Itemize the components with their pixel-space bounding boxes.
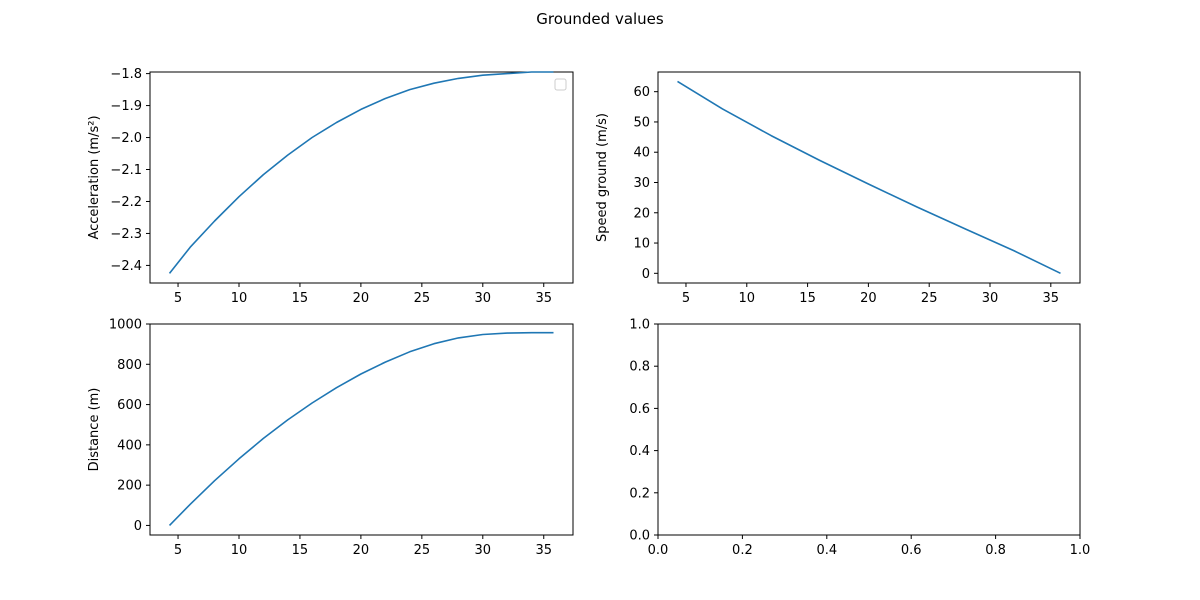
series-line [168, 331, 554, 526]
subplot-distance: 5 10 15 20 25 30 35 0 200 400 600 800 1000 Distance (… [87, 318, 574, 558]
y-tick-label: 10 [633, 237, 650, 252]
x-tick-label: 35 [535, 291, 552, 306]
y-tick-label: 0.2 [629, 486, 650, 501]
y-tick-label: 20 [633, 206, 650, 221]
x-tick-label: 10 [231, 543, 248, 558]
axes-frame [149, 323, 574, 536]
subplot-speed-ground: 5 10 15 20 25 30 35 0 10 20 30 40 50 60 Speed ground (… [595, 71, 1081, 306]
y-tick-label: 0 [134, 519, 142, 534]
y-tick-label: −1.8 [110, 67, 142, 82]
series-line [677, 80, 1061, 275]
y-axis-label: Acceleration (m/s²) [87, 115, 102, 239]
x-tick-label: 10 [231, 291, 248, 306]
x-tick-label: 0.6 [901, 543, 922, 558]
x-tick-label: 25 [921, 291, 938, 306]
x-tick-label: 20 [860, 291, 877, 306]
y-tick-label: 0.6 [629, 402, 650, 417]
x-tick-label: 35 [1043, 291, 1060, 306]
x-tick-label: 25 [414, 543, 431, 558]
y-tick-label: 600 [117, 398, 142, 413]
x-tick-label: 0.0 [648, 543, 669, 558]
y-tick-label: 0.8 [629, 360, 650, 375]
x-tick-label: 0.2 [732, 543, 753, 558]
x-tick-label: 30 [982, 291, 999, 306]
x-tick-label: 5 [174, 543, 182, 558]
x-tick-label: 15 [292, 543, 309, 558]
x-tick-label: 0.8 [985, 543, 1006, 558]
x-tick-label: 5 [682, 291, 690, 306]
subplot-empty: 0.0 0.2 0.4 0.6 0.8 1.0 0.0 0.2 0.4 0.6 0.8 1.0 [629, 318, 1090, 559]
y-tick-label: 400 [117, 438, 142, 453]
y-tick-label: 60 [633, 85, 650, 100]
legend-box [554, 78, 567, 91]
y-tick-label: −2.2 [110, 195, 142, 210]
y-tick-label: −2.3 [110, 227, 142, 242]
y-tick-label: −2.1 [110, 163, 142, 178]
series-line [168, 71, 554, 274]
axes-frame [657, 323, 1081, 536]
y-axis-label: Speed ground (m/s) [595, 113, 610, 242]
y-tick-label: 40 [633, 146, 650, 161]
x-tick-label: 5 [174, 291, 182, 306]
x-tick-label: 20 [353, 543, 370, 558]
x-tick-label: 10 [739, 291, 756, 306]
axes-frame [657, 71, 1081, 284]
y-tick-label: −1.9 [110, 99, 142, 114]
y-axis-label: Distance (m) [87, 388, 102, 472]
y-tick-label: 30 [633, 176, 650, 191]
x-tick-label: 25 [414, 291, 431, 306]
x-tick-label: 30 [475, 543, 492, 558]
y-tick-label: 0.4 [629, 444, 650, 459]
x-tick-label: 35 [535, 543, 552, 558]
x-tick-label: 20 [353, 291, 370, 306]
y-tick-label: 0.0 [629, 529, 650, 544]
y-tick-label: 50 [633, 115, 650, 130]
y-tick-label: 200 [117, 479, 142, 494]
y-tick-label: −2.4 [110, 259, 142, 274]
y-tick-label: 1.0 [629, 318, 650, 333]
x-tick-label: 15 [799, 291, 816, 306]
y-tick-label: −2.0 [110, 131, 142, 146]
subplot-acceleration: 5 10 15 20 25 30 35 −2.4 −2.3 −2.2 −2.1 −2.0 −1.9 −1.… [87, 67, 574, 306]
y-tick-label: 800 [117, 358, 142, 373]
axes-frame [149, 71, 574, 284]
x-tick-label: 1.0 [1070, 543, 1091, 558]
y-tick-label: 0 [642, 267, 650, 282]
figure-title: Grounded values [536, 10, 664, 28]
y-tick-label: 1000 [109, 318, 142, 333]
x-tick-label: 0.4 [816, 543, 837, 558]
x-tick-label: 30 [475, 291, 492, 306]
x-tick-label: 15 [292, 291, 309, 306]
